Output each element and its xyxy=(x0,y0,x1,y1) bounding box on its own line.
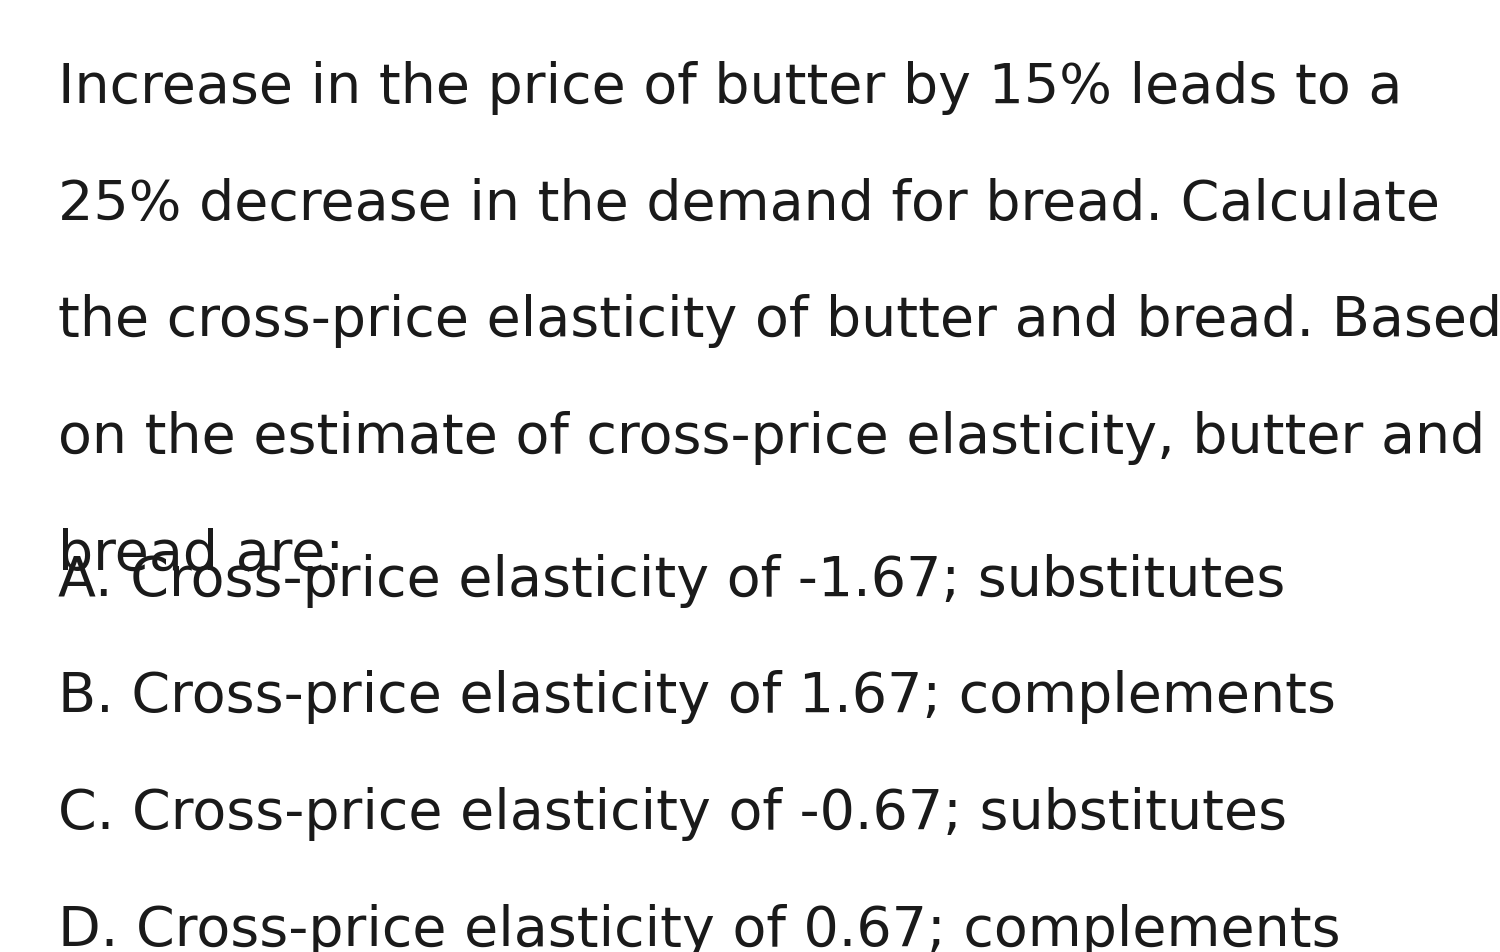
Text: 25% decrease in the demand for bread. Calculate: 25% decrease in the demand for bread. Ca… xyxy=(58,177,1440,231)
Text: bread are:: bread are: xyxy=(58,527,344,582)
Text: on the estimate of cross-price elasticity, butter and: on the estimate of cross-price elasticit… xyxy=(58,411,1485,465)
Text: D. Cross-price elasticity of 0.67; complements: D. Cross-price elasticity of 0.67; compl… xyxy=(58,904,1341,952)
Text: B. Cross-price elasticity of 1.67; complements: B. Cross-price elasticity of 1.67; compl… xyxy=(58,670,1336,724)
Text: Increase in the price of butter by 15% leads to a: Increase in the price of butter by 15% l… xyxy=(58,61,1402,114)
Text: the cross-price elasticity of butter and bread. Based: the cross-price elasticity of butter and… xyxy=(58,294,1500,348)
Text: A. Cross-price elasticity of -1.67; substitutes: A. Cross-price elasticity of -1.67; subs… xyxy=(58,554,1286,607)
Text: C. Cross-price elasticity of -0.67; substitutes: C. Cross-price elasticity of -0.67; subs… xyxy=(58,787,1287,842)
